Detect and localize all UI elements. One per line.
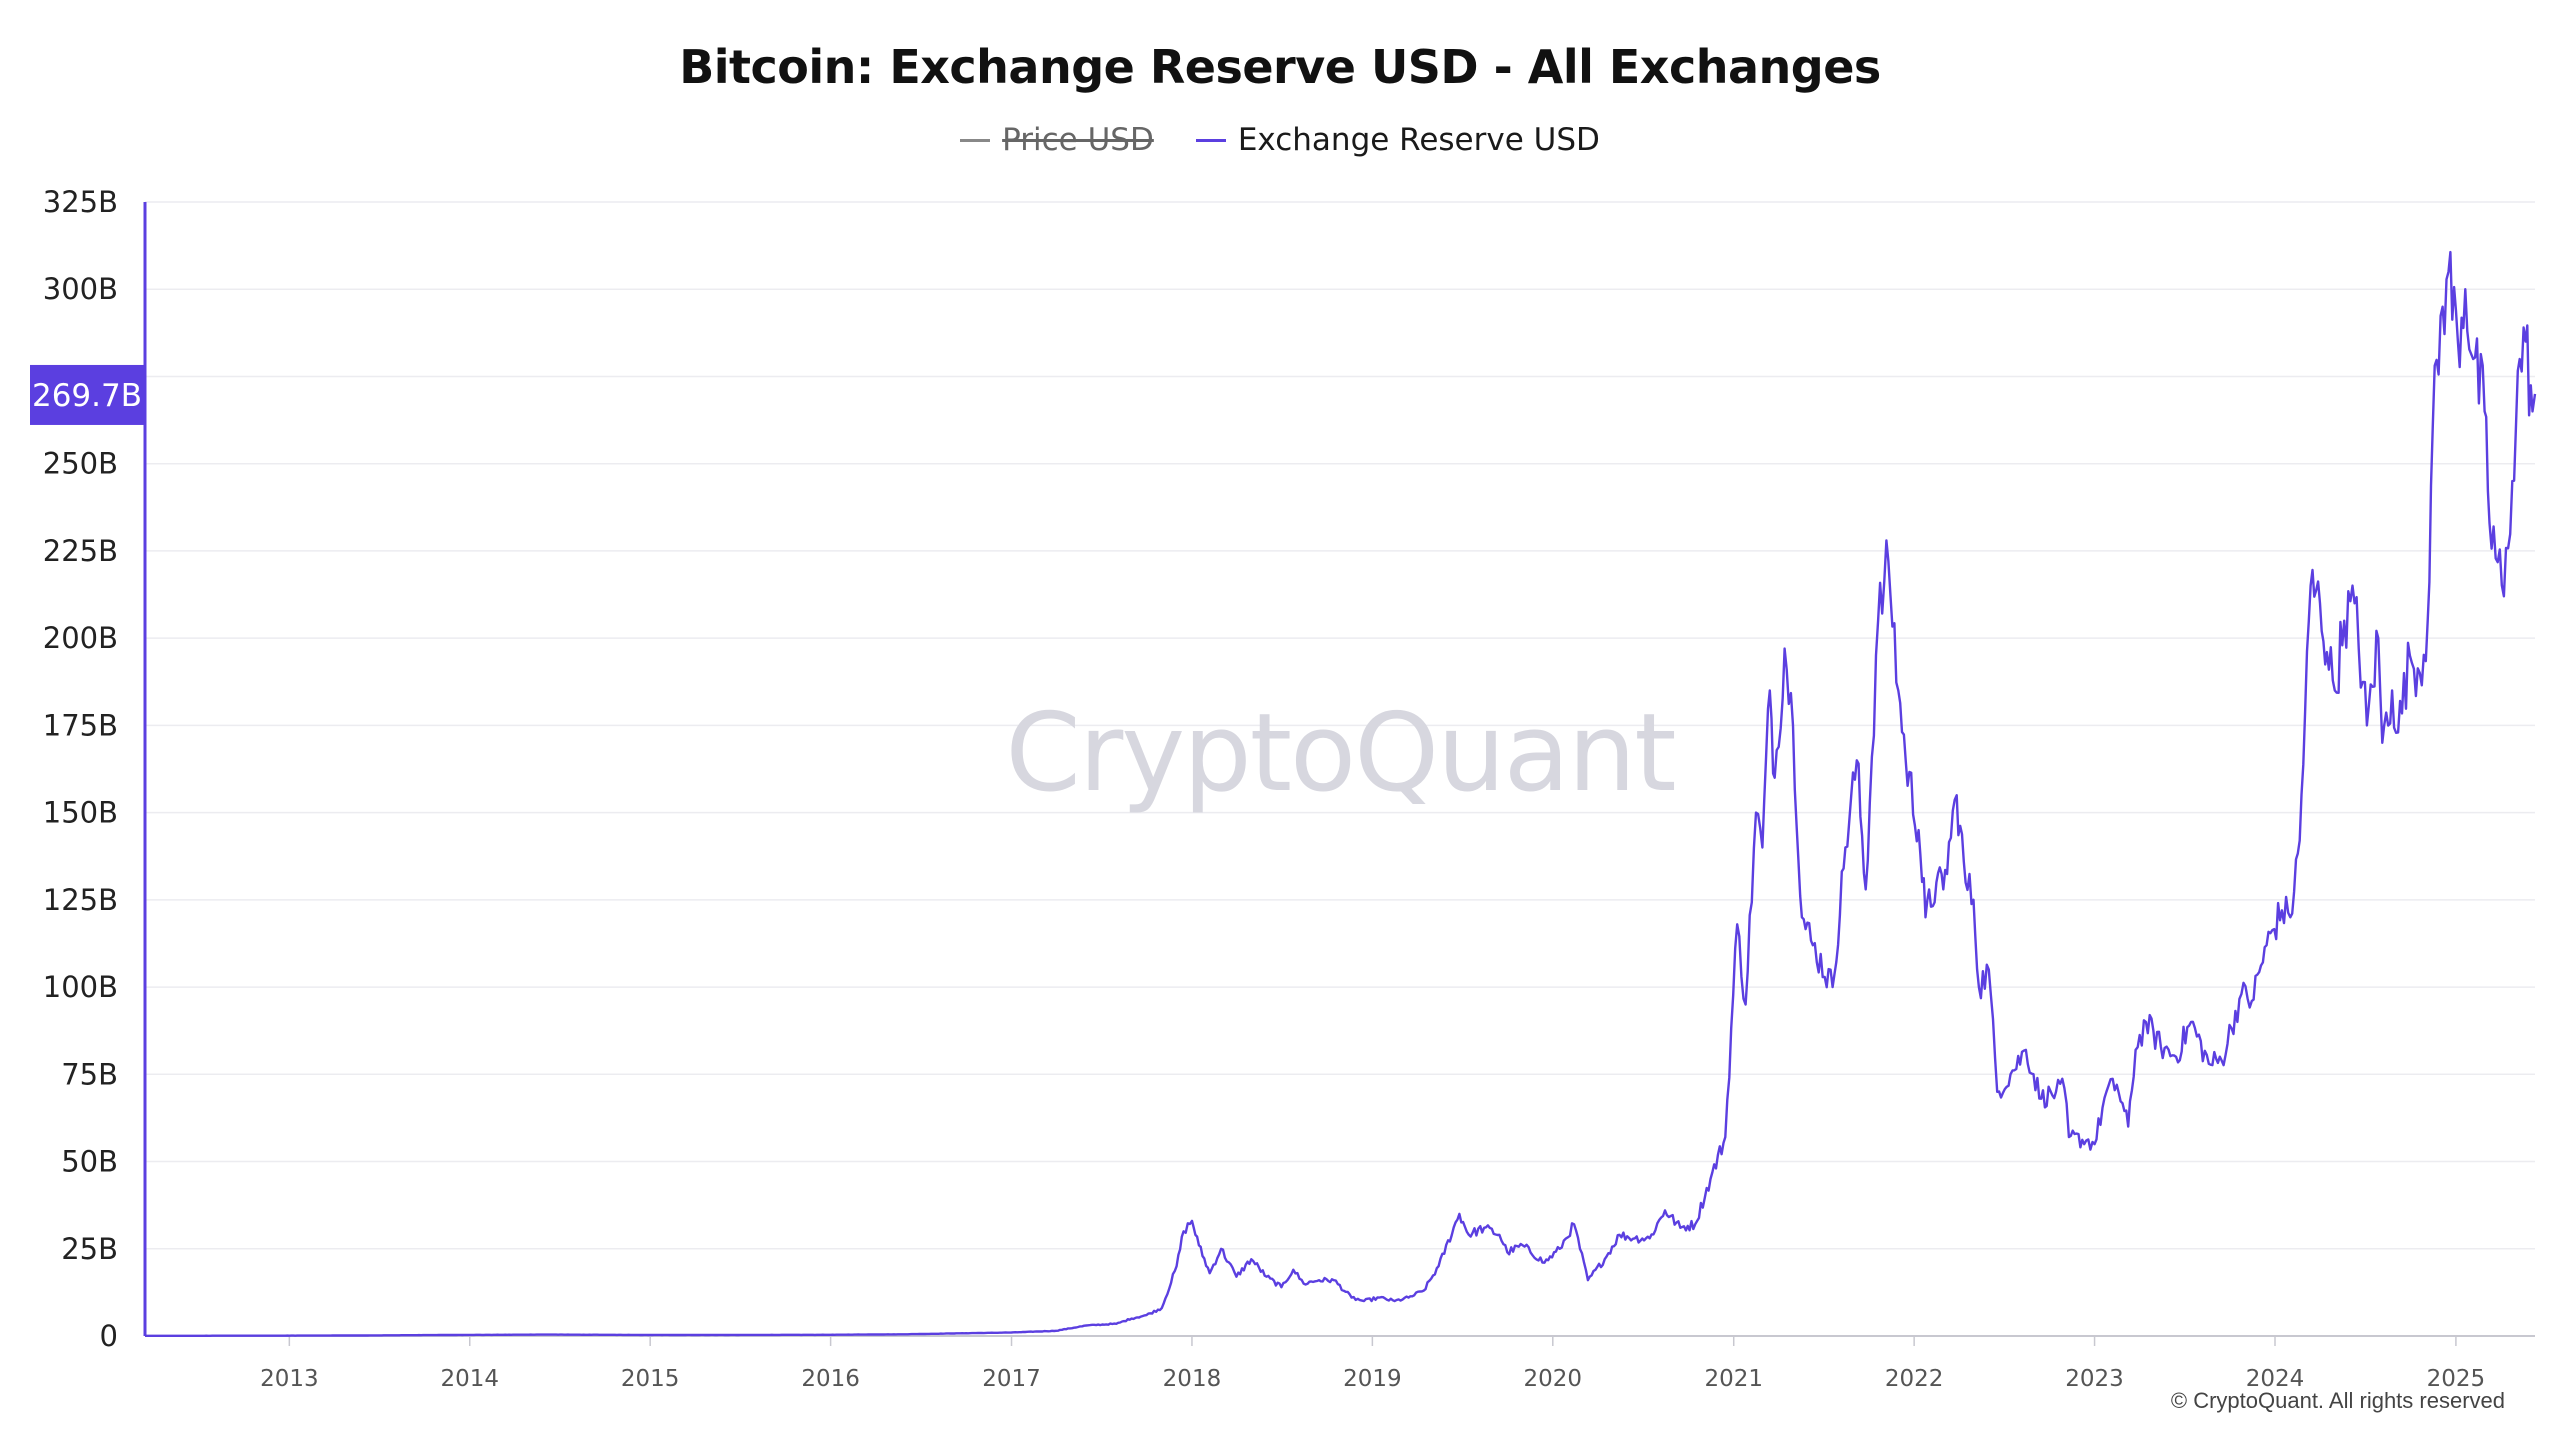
y-tick-label: 125B	[43, 883, 118, 917]
y-tick-label: 325B	[43, 185, 118, 219]
y-tick-label: 0	[100, 1319, 118, 1353]
current-value-badge	[30, 364, 144, 425]
copyright-notice: © CryptoQuant. All rights reserved	[2171, 1388, 2505, 1413]
x-tick-label: 2014	[440, 1366, 499, 1392]
current-value-text: 269.7B	[32, 378, 142, 414]
x-tick-label: 2022	[1885, 1366, 1944, 1392]
x-tick-label: 2023	[2065, 1366, 2124, 1392]
y-tick-label: 175B	[43, 708, 118, 742]
x-tick-label: 2024	[2246, 1366, 2305, 1392]
x-tick-label: 2020	[1524, 1366, 1583, 1392]
y-tick-label: 300B	[43, 272, 118, 306]
x-tick-label: 2025	[2427, 1366, 2486, 1392]
y-tick-label: 75B	[61, 1057, 118, 1091]
y-tick-label: 50B	[61, 1145, 118, 1179]
x-axis-ticks: 2013 2014 2015 2016 2017 2018 2019 2020 2021 2022…	[260, 1336, 2485, 1392]
y-tick-label: 25B	[61, 1232, 118, 1266]
x-tick-label: 2013	[260, 1366, 319, 1392]
chart-title: Bitcoin: Exchange Reserve USD - All Exch…	[679, 40, 1881, 94]
x-tick-label: 2018	[1163, 1366, 1222, 1392]
legend-item-exchange-reserve-usd[interactable]: Exchange Reserve USD	[1195, 122, 1600, 158]
x-tick-label: 2016	[801, 1366, 860, 1392]
x-tick-label: 2017	[982, 1366, 1041, 1392]
legend-label-price-usd: Price USD	[1002, 122, 1154, 158]
legend: Price USD Exchange Reserve USD	[0, 122, 2560, 158]
legend-label-exchange-reserve-usd: Exchange Reserve USD	[1237, 122, 1600, 158]
legend-swatch-exchange-reserve-usd	[1195, 138, 1226, 142]
y-tick-label: 100B	[43, 970, 118, 1004]
y-axis-ticks: 0 25B 50B 75B 100B 125B 150B 175B 200B 225B 250B 30…	[43, 185, 118, 1353]
current-value-label: 269.7B	[30, 364, 144, 425]
y-tick-label: 250B	[43, 447, 118, 481]
x-tick-label: 2015	[621, 1366, 680, 1392]
watermark: CryptoQuant	[1005, 691, 1674, 816]
y-tick-label: 225B	[43, 534, 118, 568]
legend-item-price-usd[interactable]: Price USD	[960, 122, 1154, 158]
gridlines	[145, 201, 2535, 1337]
y-tick-label: 150B	[43, 796, 118, 830]
legend-swatch-price-usd	[960, 138, 991, 142]
y-tick-label: 200B	[43, 621, 118, 655]
x-tick-label: 2021	[1704, 1366, 1763, 1392]
x-tick-label: 2019	[1343, 1366, 1402, 1392]
exchange-reserve-usd-line[interactable]	[145, 250, 2537, 1337]
